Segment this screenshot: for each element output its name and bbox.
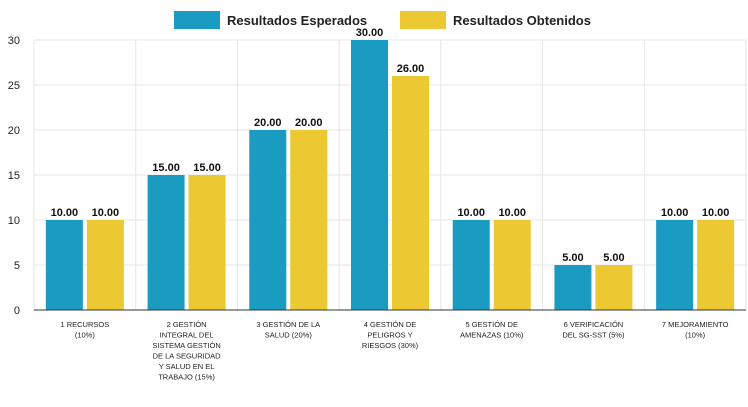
y-tick-label: 5 (14, 260, 20, 272)
bars (45, 40, 735, 310)
x-tick-label-mejoramiento: 7 MEJORAMIENTO (10%) (662, 320, 729, 340)
x-tick-label-gestion-salud: 3 GESTIÓN DE LA SALUD (20%) (256, 320, 320, 340)
y-tick-label: 20 (8, 125, 20, 137)
value-labels: 10.00 10.00 15.00 15.00 20.00 20.00 30.00 26.00… (51, 27, 730, 264)
data-label-esperados-mejoramiento: 10.00 (661, 207, 689, 219)
data-label-obtenidos-mejoramiento: 10.00 (702, 207, 730, 219)
x-tick-label-gestion-peligros: 4 GESTIÓN DE PELIGROS Y RIESGOS (30%) (362, 320, 419, 350)
data-label-esperados-gestion-integral: 15.00 (152, 162, 180, 174)
x-tick-label-recursos: 1 RECURSOS (10%) (60, 320, 109, 340)
x-tick-label-verificacion: 6 VERIFICACIÓN DEL SG-SST (5%) (562, 320, 625, 340)
data-label-esperados-gestion-amenazas: 10.00 (457, 207, 485, 219)
data-label-obtenidos-gestion-salud: 20.00 (295, 117, 323, 129)
x-tick-label-gestion-amenazas: 5 GESTIÓN DE AMENAZAS (10%) (460, 320, 524, 340)
bar-esperados-gestion-amenazas (452, 220, 490, 310)
bar-obtenidos-gestion-amenazas (493, 220, 531, 310)
bar-obtenidos-gestion-salud (290, 130, 328, 310)
bar-obtenidos-verificacion (595, 265, 633, 310)
y-tick-label: 0 (14, 305, 20, 317)
data-label-obtenidos-gestion-amenazas: 10.00 (498, 207, 526, 219)
data-label-obtenidos-gestion-peligros: 26.00 (397, 63, 425, 75)
bar-esperados-gestion-salud (249, 130, 287, 310)
bar-obtenidos-mejoramiento (697, 220, 735, 310)
bar-obtenidos-recursos (86, 220, 124, 310)
data-label-obtenidos-recursos: 10.00 (92, 207, 120, 219)
y-tick-label: 30 (8, 35, 20, 47)
legend-label-esperados: Resultados Esperados (227, 13, 367, 28)
data-label-obtenidos-gestion-integral: 15.00 (193, 162, 221, 174)
data-label-esperados-gestion-salud: 20.00 (254, 117, 282, 129)
data-label-esperados-gestion-peligros: 30.00 (356, 27, 384, 39)
y-axis: 0 5 10 15 20 25 30 (8, 35, 20, 317)
data-label-obtenidos-verificacion: 5.00 (603, 252, 624, 264)
y-tick-label: 10 (8, 215, 20, 227)
bar-esperados-mejoramiento (656, 220, 694, 310)
legend: Resultados Esperados Resultados Obtenido… (174, 11, 591, 29)
x-axis: 1 RECURSOS (10%) 2 GESTIÓN INTEGRAL DEL SIST… (34, 309, 746, 382)
grid (33, 39, 747, 311)
bar-obtenidos-gestion-peligros (392, 76, 429, 310)
bar-esperados-gestion-integral (147, 175, 185, 310)
bar-esperados-recursos (45, 220, 83, 310)
data-label-esperados-verificacion: 5.00 (562, 252, 583, 264)
legend-label-obtenidos: Resultados Obtenidos (453, 13, 591, 28)
y-tick-label: 25 (8, 80, 20, 92)
bar-esperados-gestion-peligros (351, 40, 388, 310)
x-tick-label-gestion-integral: 2 GESTIÓN INTEGRAL DEL SISTEMA GESTIÓN DE L… (152, 320, 221, 382)
y-tick-label: 15 (8, 170, 20, 182)
legend-swatch-obtenidos (400, 11, 446, 29)
bar-esperados-verificacion (554, 265, 592, 310)
legend-swatch-esperados (174, 11, 220, 29)
bar-obtenidos-gestion-integral (188, 175, 226, 310)
data-label-esperados-recursos: 10.00 (51, 207, 79, 219)
